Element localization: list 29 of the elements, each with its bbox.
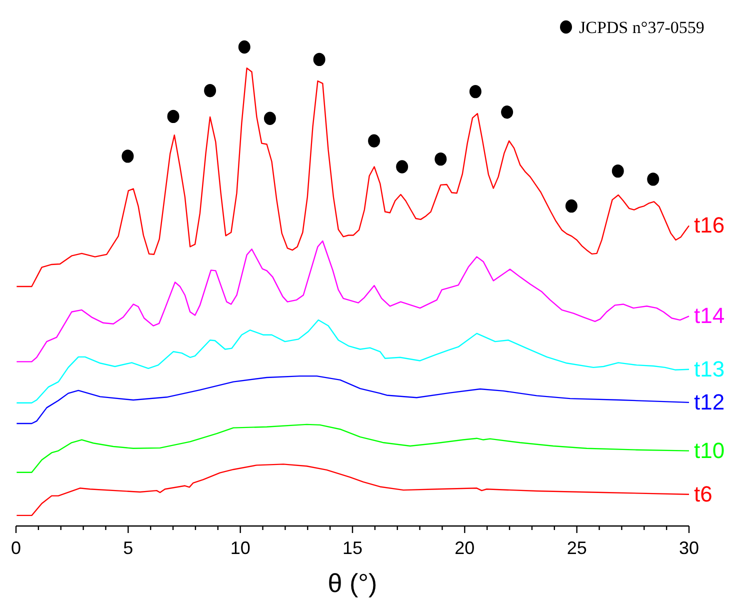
x-tick-label: 25 [566, 538, 587, 558]
point [501, 106, 514, 119]
series-label: t13 [694, 356, 725, 382]
point [122, 150, 134, 163]
point [434, 152, 447, 166]
point [313, 52, 326, 66]
series-label: t10 [694, 438, 725, 463]
x-axis-title: θ (°) [328, 568, 378, 598]
point [264, 112, 276, 125]
x-tick-label: 20 [454, 538, 475, 558]
x-tick-label: 30 [678, 538, 700, 558]
point [396, 160, 408, 174]
point [612, 164, 624, 178]
point [647, 172, 660, 186]
point [238, 40, 250, 54]
point [469, 84, 482, 98]
series-label: t14 [694, 303, 725, 328]
x-tick-label: 0 [10, 538, 22, 558]
x-tick-label: 15 [342, 538, 363, 558]
point [204, 84, 216, 98]
series-label: t6 [694, 481, 712, 506]
point [565, 199, 578, 213]
point [368, 134, 380, 148]
x-tick-label: 5 [123, 538, 134, 558]
legend-label: JCPDS n°37-0559 [579, 18, 704, 37]
series-label: t16 [694, 212, 725, 238]
x-tick-label: 10 [230, 538, 250, 558]
point [167, 110, 180, 124]
series-label: t12 [694, 389, 725, 414]
